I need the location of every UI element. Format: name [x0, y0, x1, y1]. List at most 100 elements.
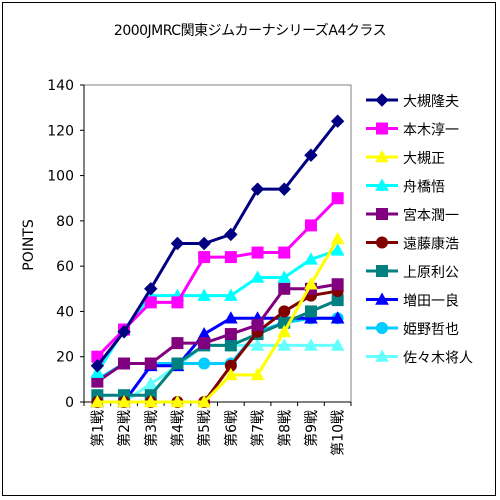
data-point	[330, 338, 345, 351]
x-tick-label: 第8戦	[276, 410, 293, 447]
data-point	[250, 182, 265, 196]
data-point	[198, 337, 211, 350]
data-point	[171, 296, 184, 309]
series-layer	[90, 114, 345, 408]
data-point	[251, 319, 264, 332]
x-tick-label: 第3戦	[143, 410, 160, 447]
data-point	[376, 122, 388, 135]
y-axis-label: POINTS	[21, 219, 37, 271]
data-point	[171, 357, 184, 370]
legend-label: 増田一良	[403, 294, 459, 310]
data-point	[224, 311, 238, 324]
data-point	[277, 182, 291, 196]
data-point	[376, 265, 388, 277]
data-point	[304, 338, 318, 351]
legend-label: 遠藤康浩	[403, 236, 459, 253]
data-point	[250, 270, 265, 283]
x-tick-label: 第10戦	[330, 410, 347, 456]
legend-label: 大槻隆夫	[403, 93, 459, 110]
data-point	[118, 357, 131, 370]
x-tick-label: 第2戦	[116, 410, 133, 447]
x-tick-label: 第9戦	[303, 410, 320, 447]
y-tick-label: 140	[47, 78, 74, 94]
y-tick-label: 20	[56, 350, 74, 366]
data-point	[144, 296, 157, 309]
legend-item: 姫野哲也	[366, 322, 459, 338]
y-tick-label: 100	[47, 169, 74, 185]
plot-area	[83, 84, 352, 403]
data-point	[197, 236, 211, 251]
series-0	[90, 114, 345, 373]
data-point	[375, 93, 389, 107]
series-line	[96, 120, 339, 367]
data-point	[277, 324, 292, 338]
data-point	[250, 338, 265, 351]
data-point	[117, 325, 131, 339]
x-tick-label: 第1戦	[89, 410, 106, 447]
data-point	[197, 394, 211, 408]
data-point	[330, 231, 345, 245]
legend-label: 佐々木将人	[403, 351, 473, 367]
data-point	[198, 357, 211, 370]
plot-background	[83, 84, 352, 403]
data-point	[278, 282, 291, 295]
y-tick-label: 0	[65, 395, 74, 411]
data-point	[331, 278, 344, 291]
data-point	[143, 394, 158, 408]
data-point	[375, 292, 389, 305]
data-point	[144, 357, 157, 370]
data-point	[224, 339, 237, 352]
legend-item: 本木淳一	[366, 122, 459, 139]
data-point	[304, 219, 317, 232]
legend-item: 舟橋悟	[366, 178, 445, 196]
data-point	[198, 251, 211, 264]
data-point	[330, 311, 345, 324]
x-tick-label: 第5戦	[196, 410, 213, 447]
data-point	[251, 246, 264, 259]
data-point	[304, 277, 318, 290]
data-point	[144, 282, 158, 296]
data-point	[117, 394, 131, 408]
data-point	[376, 208, 388, 220]
data-point	[278, 246, 291, 259]
data-point	[224, 227, 238, 242]
data-point	[224, 367, 238, 381]
y-tick-label: 60	[56, 259, 74, 275]
y-tick-label: 40	[56, 304, 74, 320]
data-point	[277, 338, 292, 351]
data-point	[277, 270, 292, 283]
legend-item: 佐々木将人	[366, 349, 473, 367]
legend-item: 大槻正	[366, 149, 445, 167]
data-point	[90, 359, 105, 373]
legend-label: 宮本潤一	[403, 208, 459, 224]
series-line	[96, 197, 339, 358]
data-point	[304, 305, 317, 318]
data-point	[143, 376, 158, 390]
x-axis: 第1戦 第2戦 第3戦 第4戦 第5戦 第6戦 第7戦 第8戦 第9戦 第10戦	[83, 401, 352, 456]
data-point	[330, 243, 345, 256]
series-line	[97, 238, 339, 404]
series-line	[96, 282, 338, 383]
legend-label: 舟橋悟	[403, 180, 445, 196]
data-point	[304, 148, 318, 162]
data-point	[250, 367, 265, 381]
data-point	[278, 305, 291, 318]
legend-label: 本木淳一	[403, 122, 459, 139]
data-point	[331, 192, 344, 205]
data-point	[375, 349, 389, 362]
legend-label: 大槻正	[403, 150, 445, 167]
data-point	[376, 322, 388, 334]
data-point	[224, 251, 237, 264]
data-point	[375, 149, 389, 163]
y-tick-label: 80	[56, 214, 74, 230]
x-tick-label: 第7戦	[250, 410, 267, 447]
data-point	[170, 394, 185, 408]
data-point	[304, 252, 318, 265]
data-point	[224, 328, 237, 341]
series-line	[97, 298, 339, 397]
legend-item: 増田一良	[366, 292, 459, 310]
series-2	[90, 231, 345, 408]
legend-item: 大槻隆夫	[366, 93, 459, 110]
